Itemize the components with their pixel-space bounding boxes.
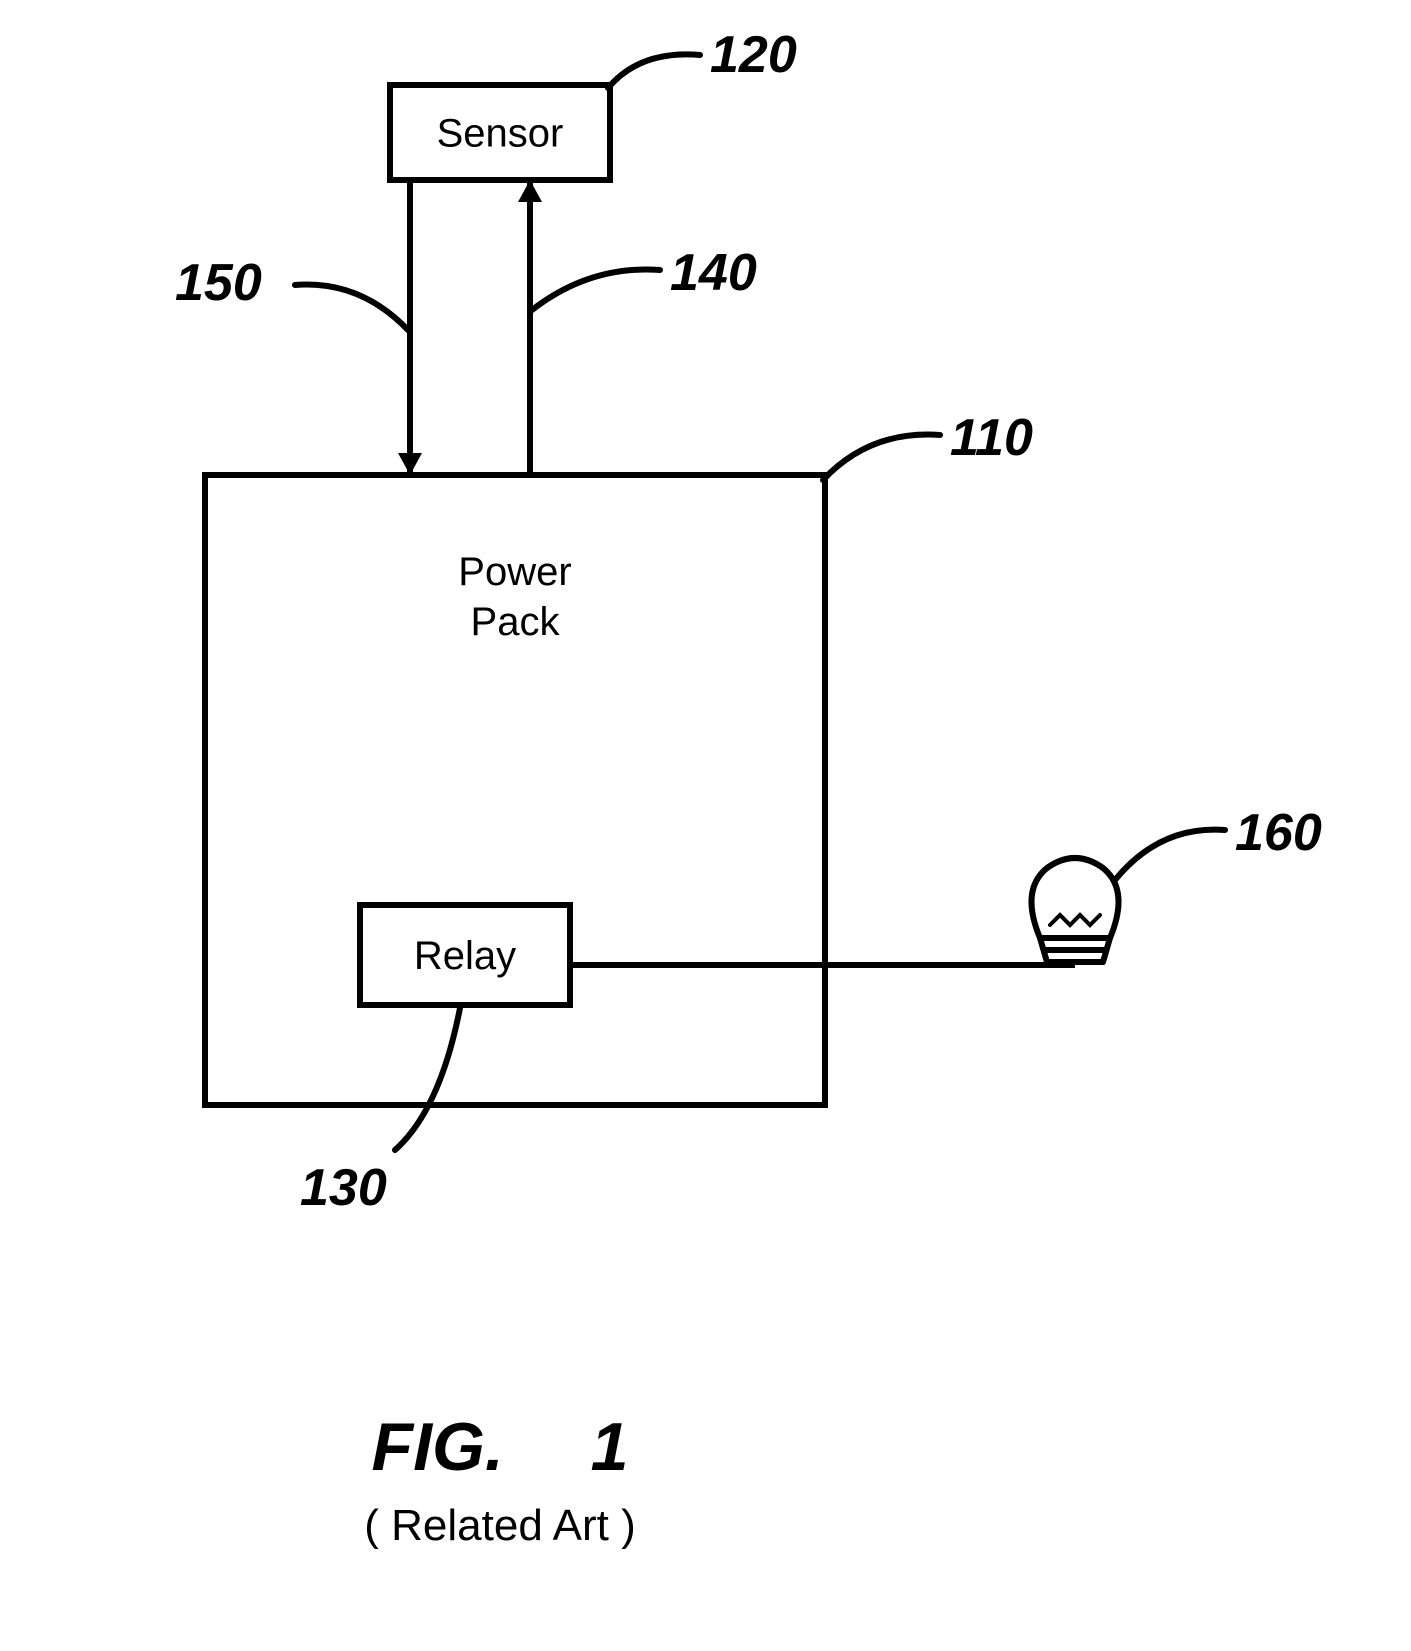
leader-160: 160 <box>1115 804 1322 880</box>
relay-label: Relay <box>414 934 516 978</box>
relay-box: Relay <box>360 905 570 1005</box>
ref-140: 140 <box>670 244 757 302</box>
figure-subtitle: ( Related Art ) <box>364 1501 635 1550</box>
power-pack-box: Power Pack <box>205 475 825 1105</box>
ref-110: 110 <box>950 409 1033 467</box>
power-pack-label-1: Power <box>458 550 571 594</box>
ref-160: 160 <box>1235 804 1322 862</box>
leader-120: 120 <box>608 26 797 88</box>
wire-140 <box>518 180 542 475</box>
sensor-box: Sensor <box>390 85 610 180</box>
leader-140: 140 <box>532 244 757 310</box>
ref-120: 120 <box>710 26 797 84</box>
power-pack-label-2: Pack <box>471 600 561 644</box>
leader-150: 150 <box>175 254 408 330</box>
lightbulb-icon <box>1031 858 1118 962</box>
sensor-label: Sensor <box>437 112 564 156</box>
ref-150: 150 <box>175 254 262 312</box>
figure-title: FIG. 1 <box>372 1409 629 1485</box>
leader-110: 110 <box>823 409 1033 480</box>
ref-130: 130 <box>300 1159 387 1217</box>
